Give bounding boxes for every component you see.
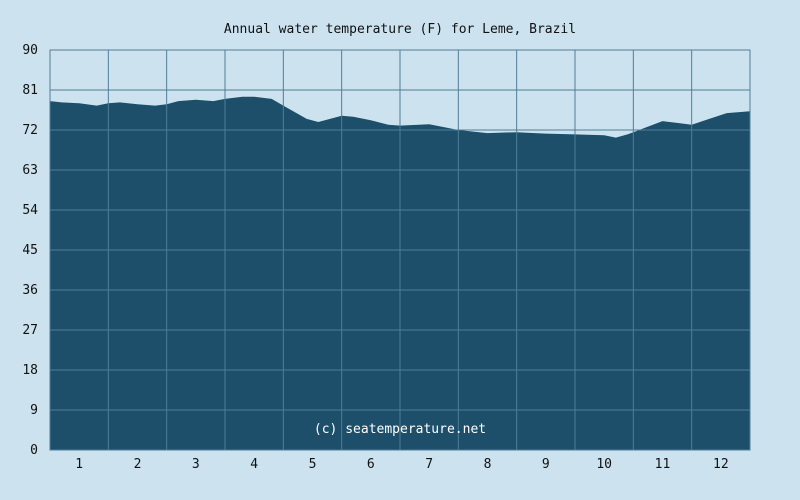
x-axis: 1 2 3 4 5 6 7 8 9 10 11 12 <box>75 457 728 472</box>
y-tick-label: 63 <box>22 163 38 178</box>
y-axis: 0 9 18 27 36 45 54 63 72 81 90 <box>22 43 38 458</box>
y-tick-label: 72 <box>22 123 38 138</box>
y-tick-label: 90 <box>22 43 38 58</box>
y-tick-label: 18 <box>22 363 38 378</box>
x-tick-label: 11 <box>655 457 671 472</box>
y-tick-label: 36 <box>22 283 38 298</box>
x-tick-label: 12 <box>713 457 729 472</box>
y-tick-label: 81 <box>22 83 38 98</box>
x-tick-label: 7 <box>425 457 433 472</box>
y-tick-label: 27 <box>22 323 38 338</box>
y-tick-label: 0 <box>30 443 38 458</box>
x-tick-label: 4 <box>250 457 258 472</box>
x-tick-label: 1 <box>75 457 83 472</box>
x-tick-label: 3 <box>192 457 200 472</box>
x-tick-label: 6 <box>367 457 375 472</box>
chart-title: Annual water temperature (F) for Leme, B… <box>224 22 576 37</box>
x-tick-label: 8 <box>484 457 492 472</box>
x-tick-label: 2 <box>134 457 142 472</box>
plot-area <box>49 49 751 451</box>
y-tick-label: 54 <box>22 203 38 218</box>
y-tick-label: 45 <box>22 243 38 258</box>
x-tick-label: 9 <box>542 457 550 472</box>
x-tick-label: 10 <box>596 457 612 472</box>
plot-border <box>49 49 751 451</box>
x-tick-label: 5 <box>309 457 317 472</box>
y-tick-label: 9 <box>30 403 38 418</box>
watermark: (c) seatemperature.net <box>314 422 486 437</box>
